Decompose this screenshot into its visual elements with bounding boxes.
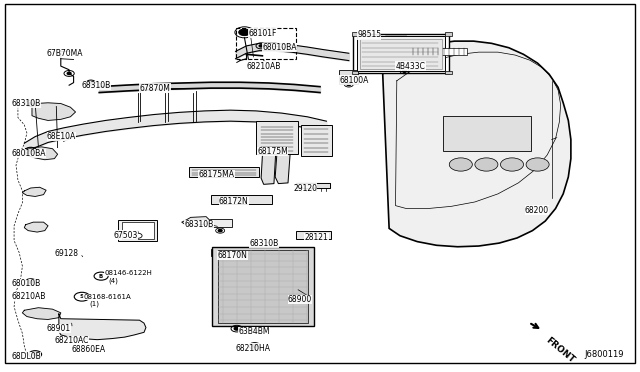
Circle shape [67,72,71,74]
Text: 68901: 68901 [47,324,71,333]
Bar [301,125,332,156]
Circle shape [475,158,498,171]
Text: 68310B: 68310B [184,220,214,229]
Text: (4): (4) [109,278,118,284]
Polygon shape [22,308,61,320]
Text: 68010B: 68010B [12,279,41,288]
Bar [443,116,531,151]
Text: 69128: 69128 [54,249,79,258]
Text: 68E10A: 68E10A [47,132,76,141]
Text: 68310B: 68310B [82,81,111,90]
Circle shape [449,158,472,171]
Bar [357,36,445,71]
Text: 68172N: 68172N [219,198,248,206]
Text: 68310B: 68310B [12,99,41,108]
Circle shape [28,149,33,152]
Bar [236,28,296,59]
Circle shape [234,327,239,330]
Text: 67503: 67503 [114,231,138,240]
Text: FRONT: FRONT [544,336,576,365]
Text: 68210AC: 68210AC [54,336,89,345]
Circle shape [526,158,549,171]
Bar [445,71,452,74]
Text: 68101F: 68101F [248,29,276,38]
Bar [296,231,331,240]
Bar [189,167,259,177]
Text: 08168-6161A: 08168-6161A [83,294,131,300]
Polygon shape [59,314,146,340]
Bar [212,247,314,326]
Text: 68860EA: 68860EA [72,345,106,354]
Bar [118,220,157,241]
Polygon shape [182,217,210,226]
Bar [410,48,467,55]
Text: J6800119: J6800119 [584,350,624,359]
Circle shape [29,102,33,105]
Polygon shape [22,187,46,196]
Text: 67B70MA: 67B70MA [47,49,83,58]
Text: 68010BA: 68010BA [12,149,46,158]
Bar [402,60,422,70]
Text: 68210AB: 68210AB [12,292,46,301]
Text: 68DL0B: 68DL0B [12,352,41,361]
Circle shape [239,29,250,36]
Bar [352,32,358,36]
Text: 08146-6122H: 08146-6122H [104,270,152,276]
Bar [445,32,452,36]
Polygon shape [32,103,76,121]
Bar [360,39,442,69]
Text: 29120: 29120 [293,183,317,192]
Circle shape [33,353,38,356]
Circle shape [259,45,263,47]
Text: 68210AB: 68210AB [246,62,281,71]
Polygon shape [26,147,58,160]
Text: 68100A: 68100A [339,76,369,84]
Polygon shape [261,133,276,185]
Text: 68310B: 68310B [250,238,279,248]
Polygon shape [24,222,48,232]
Circle shape [28,280,33,283]
Circle shape [347,83,351,86]
Text: (1): (1) [90,301,100,307]
Text: 68900: 68900 [288,295,312,304]
Polygon shape [296,183,330,188]
Text: 98515: 98515 [357,31,381,39]
Text: 68010BA: 68010BA [262,43,297,52]
Bar [208,219,232,227]
Bar [352,71,358,74]
Text: 68200: 68200 [525,206,549,215]
Circle shape [403,70,406,72]
Text: 28121: 28121 [305,234,328,243]
Bar [218,250,308,323]
Circle shape [89,81,93,84]
Bar [256,121,298,154]
Text: 4B433C: 4B433C [396,62,426,71]
Bar [339,70,358,84]
Polygon shape [383,41,571,247]
Text: 67870M: 67870M [140,84,170,93]
Text: B: B [99,274,103,279]
Circle shape [500,158,524,171]
Bar [211,249,272,256]
Text: 63B4BM: 63B4BM [238,327,269,336]
Text: 68210HA: 68210HA [236,344,271,353]
Bar [211,195,272,204]
Text: 68175M: 68175M [257,147,288,156]
Bar [353,34,449,73]
Circle shape [252,344,257,347]
Text: S: S [79,294,84,299]
Text: 68170N: 68170N [218,251,248,260]
Text: 68175MA: 68175MA [198,170,234,179]
Bar [122,222,154,239]
Polygon shape [275,132,291,184]
Circle shape [218,230,222,232]
